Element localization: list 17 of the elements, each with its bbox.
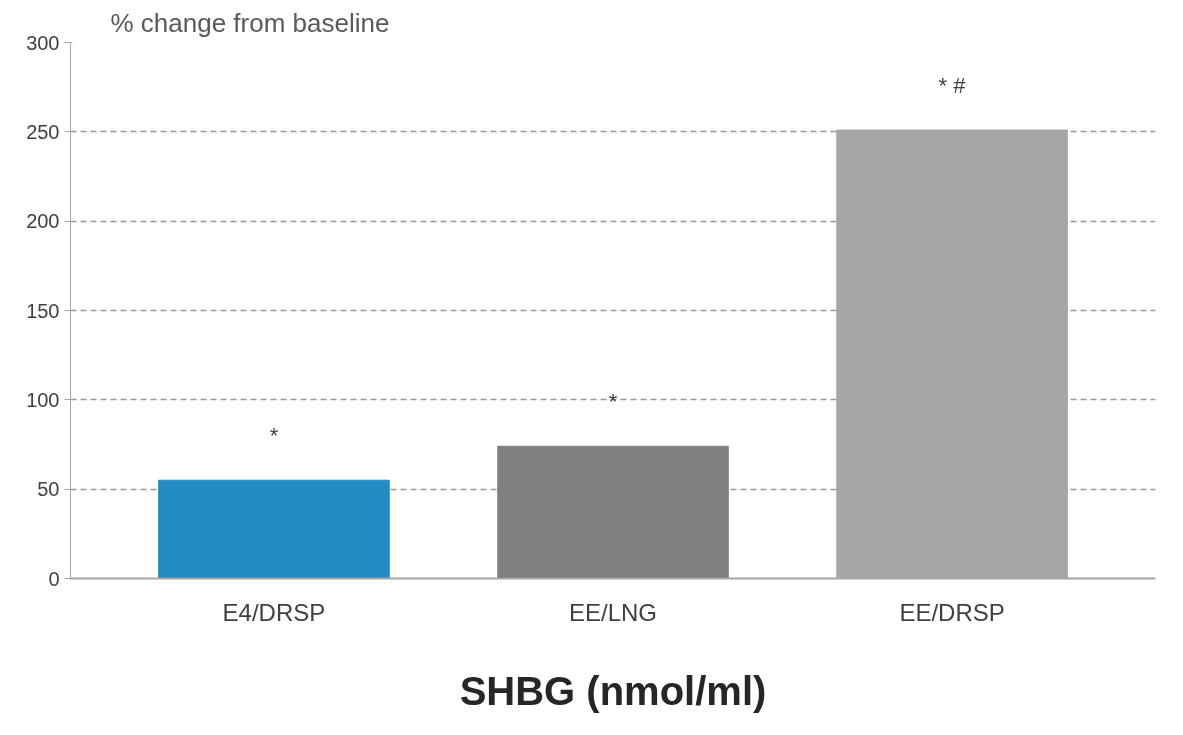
y-axis-title: % change from baseline [110, 7, 390, 38]
y-tick-label: 300 [26, 31, 60, 54]
y-tick-label: 150 [26, 299, 60, 322]
y-tick-label: 100 [26, 388, 60, 411]
y-tick-label: 250 [26, 120, 60, 143]
x-axis-title: SHBG (nmol/ml) [459, 668, 767, 713]
annotation: * [608, 388, 618, 414]
annotation: * # [938, 72, 967, 98]
annotation: * [269, 422, 279, 448]
bar [158, 479, 390, 579]
x-tick-label: E4/DRSP [222, 598, 326, 626]
x-tick-label: EE/DRSP [899, 598, 1005, 626]
y-tick-label: 50 [37, 478, 60, 501]
y-tick-label: 200 [26, 210, 60, 233]
bar [497, 445, 729, 579]
x-tick-label: EE/LNG [568, 598, 658, 626]
y-tick-label: 0 [48, 567, 60, 590]
